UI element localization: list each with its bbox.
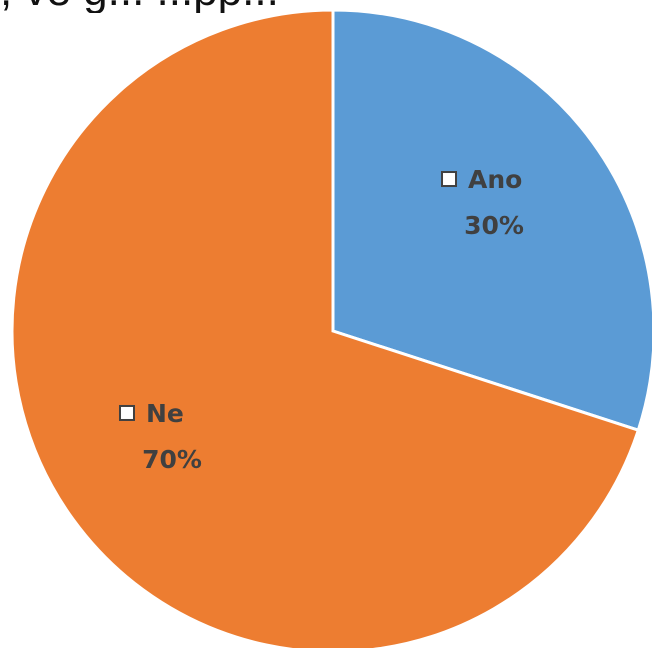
- category-label: Ano: [468, 165, 522, 194]
- percent-label: 70%: [142, 445, 202, 474]
- pie-slice-ne: [10, 8, 641, 648]
- legend-key-ne-icon: [118, 404, 135, 421]
- pie-slice-ano: [331, 8, 652, 433]
- cropped-caption-text: , ve g... ...pp...: [0, 0, 652, 13]
- data-label-ano: Ano 30%: [441, 165, 524, 240]
- percent-label: 30%: [464, 211, 524, 240]
- legend-key-ano-icon: [441, 171, 458, 188]
- category-label: Ne: [146, 399, 184, 428]
- data-label-ne: Ne 70%: [118, 399, 202, 474]
